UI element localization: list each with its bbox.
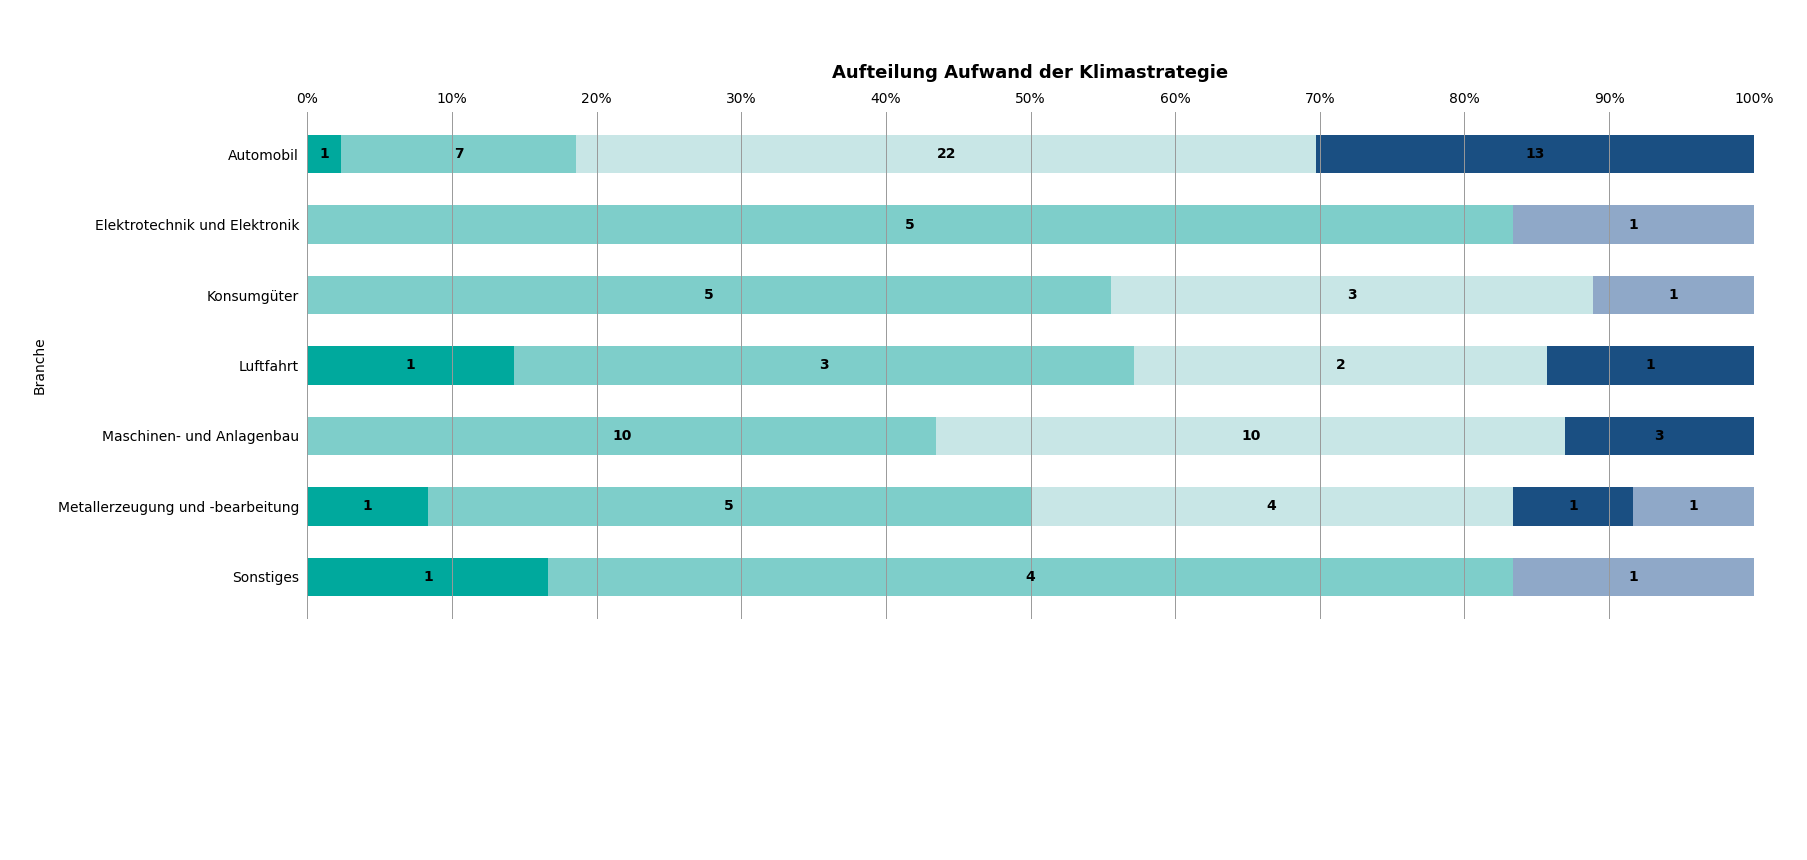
Text: 1: 1	[1688, 500, 1697, 513]
Text: 1: 1	[1567, 500, 1578, 513]
Text: 5: 5	[905, 218, 914, 231]
Bar	[1512, 206, 1753, 244]
Bar	[1547, 346, 1753, 385]
Bar	[1133, 346, 1547, 385]
Text: 1: 1	[1668, 288, 1677, 302]
Text: 5: 5	[725, 500, 734, 513]
Bar	[307, 346, 513, 385]
Bar	[1512, 487, 1632, 525]
Y-axis label: Branche: Branche	[33, 336, 47, 395]
Bar	[307, 557, 548, 596]
Bar	[936, 416, 1565, 455]
Text: 1: 1	[423, 570, 432, 584]
Text: 22: 22	[936, 147, 956, 161]
Text: 3: 3	[819, 359, 828, 372]
Text: 1: 1	[320, 147, 329, 161]
Bar	[1632, 487, 1753, 525]
Text: 3: 3	[1653, 429, 1662, 443]
Bar	[1030, 487, 1512, 525]
Text: 1: 1	[1628, 570, 1637, 584]
Bar	[307, 135, 342, 174]
Bar	[307, 416, 936, 455]
Text: 1: 1	[405, 359, 416, 372]
Bar	[342, 135, 576, 174]
Title: Aufteilung Aufwand der Klimastrategie: Aufteilung Aufwand der Klimastrategie	[831, 64, 1229, 83]
Bar	[307, 206, 1512, 244]
Bar	[307, 276, 1109, 315]
Text: 2: 2	[1335, 359, 1344, 372]
Text: 4: 4	[1267, 500, 1276, 513]
Text: 10: 10	[1240, 429, 1259, 443]
Text: 5: 5	[705, 288, 714, 302]
Text: 10: 10	[613, 429, 631, 443]
Bar	[307, 487, 428, 525]
Text: 3: 3	[1346, 288, 1355, 302]
Bar	[548, 557, 1512, 596]
Bar	[1565, 416, 1753, 455]
Text: 1: 1	[1628, 218, 1637, 231]
Bar	[513, 346, 1133, 385]
Text: 1: 1	[363, 500, 372, 513]
Bar	[576, 135, 1315, 174]
Text: 7: 7	[454, 147, 463, 161]
Bar	[1512, 557, 1753, 596]
Bar	[428, 487, 1030, 525]
Text: 13: 13	[1525, 147, 1543, 161]
Bar	[1315, 135, 1753, 174]
Bar	[1109, 276, 1592, 315]
Text: 1: 1	[1644, 359, 1655, 372]
Text: 4: 4	[1025, 570, 1035, 584]
Bar	[1592, 276, 1753, 315]
